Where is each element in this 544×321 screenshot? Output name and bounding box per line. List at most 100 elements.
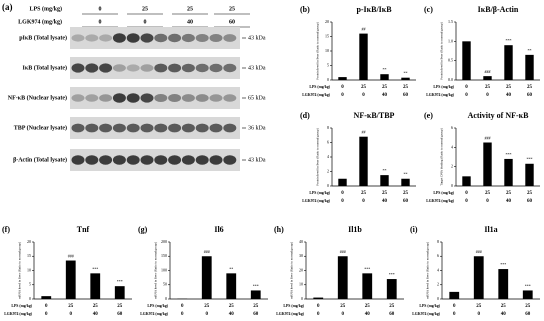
bar: [114, 286, 125, 299]
blot-band: [223, 63, 237, 73]
blot-band: [85, 63, 99, 73]
blot-band: [126, 155, 140, 165]
significance-mark: ***: [92, 266, 98, 271]
row-value: 0: [45, 304, 48, 309]
y-tick-label: 6: [327, 139, 329, 144]
blot-band: [99, 123, 113, 133]
size-label: 43 kDa: [248, 35, 266, 41]
y-axis-label: mRNA level in liver (Ratio to normal gro…: [426, 242, 430, 299]
blot-band: [195, 155, 209, 165]
blot-band: [195, 63, 209, 73]
row-value: 0: [362, 93, 365, 98]
size-label: 43 kDa: [248, 157, 266, 163]
row-value: 60: [253, 312, 259, 317]
significance-mark: **: [229, 266, 233, 271]
panel-label: (i): [410, 225, 418, 234]
size-label: 65 kDa: [248, 95, 266, 101]
chart-title: Tnf: [77, 225, 90, 234]
condition-value: 25: [229, 6, 235, 12]
row-label: pIκB (Total lysate): [19, 34, 67, 41]
significance-mark: ***: [525, 283, 531, 288]
blot-band: [223, 123, 237, 133]
size-label: 43 kDa: [248, 65, 266, 71]
blot-band: [140, 155, 154, 165]
y-tick-label: 20: [299, 267, 303, 272]
row-value: 25: [527, 191, 533, 196]
y-tick-label: 0: [327, 77, 329, 82]
blot-band: [99, 155, 113, 165]
blot-band: [85, 123, 99, 133]
row-label: LGK974 (mg/kg): [302, 93, 330, 97]
bar: [313, 297, 324, 299]
row-value: 25: [525, 304, 531, 309]
row-value: 25: [382, 191, 388, 196]
y-tick-label: 0: [29, 296, 31, 301]
bar: [380, 74, 389, 80]
bar: [504, 45, 513, 80]
row-value: 25: [501, 304, 507, 309]
bar: [338, 77, 347, 80]
blot-band: [168, 94, 182, 102]
blot-band: [154, 123, 168, 133]
y-tick-label: 100: [161, 267, 167, 272]
significance-mark: **: [383, 67, 387, 72]
blot-band: [168, 123, 182, 133]
y-tick-label: 1.0: [448, 38, 453, 43]
panel-label: (h): [274, 225, 284, 234]
bar: [65, 260, 76, 299]
row-value: 25: [204, 304, 210, 309]
significance-mark: ***: [117, 279, 123, 284]
row-value: 40: [365, 312, 371, 317]
row-value: 25: [506, 191, 512, 196]
y-tick-label: 150: [161, 253, 167, 258]
y-axis-label: Target DNA binding (Ratio to normal grou…: [440, 128, 444, 185]
row-value: 0: [181, 312, 184, 317]
bar: [201, 256, 212, 299]
row-value: 0: [362, 199, 365, 204]
significance-mark: ***: [389, 272, 395, 277]
bar: [226, 273, 237, 299]
y-tick-label: 4: [437, 267, 439, 272]
row-value: 25: [361, 191, 367, 196]
y-tick-label: 40: [299, 239, 303, 244]
blot-band: [181, 94, 195, 102]
row-label: LPS (mg/kg): [309, 191, 330, 195]
condition-value: 25: [187, 6, 193, 12]
y-axis-label: Protein level in liver (Ratio to normal …: [316, 128, 320, 185]
row-value: 0: [486, 199, 489, 204]
row-label: TBP (Nuclear lysate): [14, 124, 67, 131]
panel-label: (c): [424, 5, 433, 14]
row-value: 0: [317, 304, 320, 309]
significance-mark: ###: [68, 253, 74, 258]
significance-mark: **: [404, 71, 408, 76]
bar: [337, 256, 348, 299]
row-label: LPS (mg/kg): [419, 304, 440, 308]
row-label: LPS (mg/kg): [433, 85, 454, 89]
chart-title: Activity of NF-κB: [468, 111, 530, 120]
row-value: 60: [403, 199, 409, 204]
row-label: IκB (Total lysate): [23, 64, 67, 71]
row-label: LGK974 (mg/kg): [140, 312, 168, 316]
row-value: 0: [465, 191, 468, 196]
blot-band: [181, 63, 195, 73]
blot-band: [223, 94, 237, 102]
significance-mark: ***: [364, 266, 370, 271]
y-tick-label: 6: [451, 125, 453, 130]
blot-band: [223, 34, 237, 42]
chart-title: Il1b: [348, 225, 362, 234]
y-tick-label: 0: [165, 296, 167, 301]
significance-mark: ***: [500, 262, 506, 267]
row-label: LGK974 (mg/kg): [426, 199, 454, 203]
row-label: LPS (mg/kg): [309, 85, 330, 89]
blot-band: [140, 64, 154, 72]
row-value: 25: [229, 304, 235, 309]
bar: [401, 178, 410, 186]
y-tick-label: 20: [325, 19, 329, 24]
row-label: LPS (mg/kg): [283, 304, 304, 308]
y-tick-label: 5: [327, 62, 329, 67]
row-value: 40: [501, 312, 507, 317]
row-label: LPS (mg/kg): [11, 304, 32, 308]
row-value: 25: [403, 85, 409, 90]
significance-mark: ***: [506, 38, 512, 43]
row-value: 60: [389, 312, 395, 317]
